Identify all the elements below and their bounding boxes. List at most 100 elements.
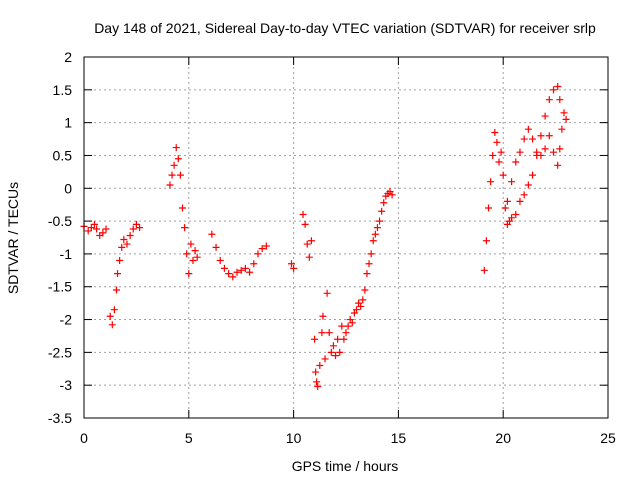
y-tick-label: 1: [64, 115, 72, 131]
data-point: [136, 224, 144, 232]
data-point: [301, 220, 309, 228]
data-point: [174, 155, 182, 163]
y-ticks: -3.5 -3 -2.5 -2 -1.5 -1 -0.5 0 0.5 1 1.5 2: [48, 49, 608, 426]
data-point: [172, 144, 180, 152]
data-point: [314, 382, 322, 390]
data-point: [90, 220, 98, 228]
data-point: [185, 270, 193, 278]
data-point: [482, 237, 490, 245]
data-point: [520, 135, 528, 143]
y-tick-label: 2: [64, 49, 72, 65]
data-point: [321, 355, 329, 363]
data-point: [480, 266, 488, 274]
data-point: [487, 178, 495, 186]
x-tick-label: 10: [286, 430, 302, 446]
data-point: [168, 171, 176, 179]
data-point: [338, 322, 346, 330]
data-point: [367, 250, 375, 258]
data-point: [189, 256, 197, 264]
y-tick-label: -2: [60, 312, 73, 328]
data-point: [166, 181, 174, 189]
data-point: [323, 289, 331, 297]
y-tick-label: -1.5: [48, 279, 72, 295]
data-point: [225, 270, 233, 278]
data-point: [108, 321, 116, 329]
data-point: [102, 225, 110, 233]
data-point: [325, 329, 333, 337]
data-point: [344, 322, 352, 330]
data-point: [299, 211, 307, 219]
data-point: [193, 253, 201, 261]
data-point: [545, 132, 553, 140]
data-point: [503, 197, 511, 205]
data-point: [556, 145, 564, 153]
data-point: [87, 224, 95, 232]
data-point: [132, 220, 140, 228]
data-point: [554, 161, 562, 169]
y-tick-label: -3.5: [48, 410, 72, 426]
data-point: [359, 296, 367, 304]
y-tick-label: 0: [64, 180, 72, 196]
data-point: [116, 256, 124, 264]
data-point: [258, 245, 266, 253]
data-point: [183, 250, 191, 258]
data-point: [485, 204, 493, 212]
data-point: [512, 158, 520, 166]
data-point: [250, 260, 258, 268]
data-point: [327, 348, 335, 356]
data-point: [371, 230, 379, 238]
data-point: [361, 286, 369, 294]
x-tick-label: 20: [495, 430, 511, 446]
data-point: [497, 148, 505, 156]
data-point: [342, 329, 350, 337]
data-point: [556, 96, 564, 104]
data-point: [376, 217, 384, 225]
x-tick-label: 25: [600, 430, 616, 446]
data-point: [319, 312, 327, 320]
data-point: [363, 270, 371, 278]
data-point: [529, 135, 537, 143]
data-point: [520, 191, 528, 199]
data-point: [241, 264, 249, 272]
data-point: [562, 115, 570, 123]
data-point: [334, 335, 342, 343]
data-point: [305, 253, 313, 261]
y-tick-label: -1: [60, 246, 73, 262]
data-point: [316, 361, 324, 369]
data-point: [237, 266, 245, 274]
data-point: [332, 352, 340, 360]
data-points: [80, 83, 570, 390]
data-point: [554, 83, 562, 91]
data-point: [541, 112, 549, 120]
data-point: [313, 378, 321, 386]
data-point: [288, 260, 296, 268]
data-point: [229, 273, 237, 281]
data-point: [380, 199, 388, 207]
data-point: [524, 125, 532, 133]
data-point: [388, 191, 396, 199]
data-point: [114, 270, 122, 278]
data-point: [254, 250, 262, 258]
data-point: [233, 268, 241, 276]
data-point: [537, 151, 545, 159]
data-point: [126, 232, 134, 240]
data-point: [290, 264, 298, 272]
data-point: [312, 368, 320, 376]
data-point: [545, 96, 553, 104]
data-point: [529, 171, 537, 179]
x-tick-label: 15: [391, 430, 407, 446]
data-point: [365, 260, 373, 268]
grid: [84, 57, 608, 418]
data-point: [369, 237, 377, 245]
y-tick-label: 1.5: [53, 82, 73, 98]
data-point: [493, 138, 501, 146]
data-point: [112, 286, 120, 294]
data-point: [558, 125, 566, 133]
data-point: [318, 329, 326, 337]
plot-frame: [83, 56, 609, 419]
data-point: [262, 242, 270, 250]
data-point: [348, 319, 356, 327]
data-point: [187, 240, 195, 248]
data-point: [181, 224, 189, 232]
